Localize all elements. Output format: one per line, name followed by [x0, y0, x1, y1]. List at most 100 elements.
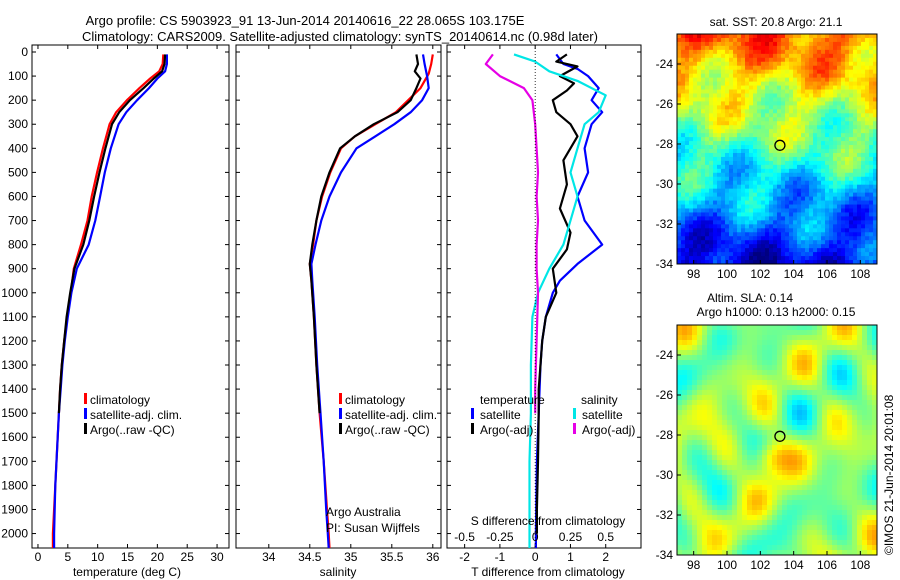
sla-cell [782, 530, 788, 536]
sla-cell [822, 450, 828, 456]
sla-cell [872, 390, 877, 396]
sst-cell [721, 45, 726, 51]
sla-cell [682, 465, 688, 471]
sla-cell [747, 480, 753, 486]
sst-cell [777, 49, 782, 55]
sst-cell [705, 196, 710, 201]
sla-cell [752, 425, 758, 431]
sla-cell [822, 355, 828, 361]
sst-cell [853, 184, 858, 190]
sla-cell [862, 455, 868, 461]
sst-cell [765, 152, 770, 158]
difference-series [484, 53, 607, 548]
sla-cell [722, 530, 728, 536]
sst-cell [853, 121, 858, 126]
sst-cell [769, 188, 774, 194]
legend-label-argo: Argo(..raw -QC) [345, 423, 430, 437]
sla-cell [762, 355, 768, 361]
sla-cell [872, 530, 877, 536]
sst-cell [825, 149, 830, 154]
sst-cell [853, 137, 858, 142]
sst-cell [777, 129, 782, 134]
sst-cell [685, 93, 690, 98]
sst-cell [749, 113, 754, 118]
sla-cell [732, 380, 738, 386]
sst-cell [761, 180, 766, 186]
sla-cell [702, 535, 708, 541]
sst-cell [681, 85, 686, 90]
sst-cell [825, 69, 830, 75]
sla-cell [802, 540, 808, 546]
sst-cell [741, 41, 746, 47]
sla-cell [712, 395, 718, 401]
sla-cell [682, 365, 688, 371]
sst-cell [777, 188, 782, 194]
sst-cell [829, 196, 834, 201]
sst-cell [745, 204, 750, 209]
sla-cell [847, 420, 853, 426]
sla-cell [762, 370, 768, 376]
sst-cell [829, 184, 834, 190]
sst-cell [833, 152, 838, 158]
sst-cell [789, 105, 794, 110]
sst-cell [857, 244, 862, 249]
sst-cell [749, 45, 754, 51]
legend-swatch-argo [84, 423, 87, 434]
sst-cell [685, 232, 690, 237]
sst-cell [785, 188, 790, 194]
sst-cell [857, 200, 862, 205]
sst-cell [833, 133, 838, 138]
sla-cell [797, 375, 803, 381]
sst-cell [821, 81, 826, 86]
sst-cell [713, 228, 718, 233]
sst-cell [865, 236, 870, 241]
sst-cell [849, 164, 854, 170]
sst-cell [777, 57, 782, 63]
sst-cell [809, 152, 814, 158]
sst-cell [861, 133, 866, 138]
sla-cell [802, 425, 808, 431]
sla-cell [797, 535, 803, 541]
sla-cell [762, 545, 768, 551]
sst-cell [853, 129, 858, 134]
sla-cell [822, 405, 828, 411]
sla-cell [872, 500, 877, 506]
sla-cell [687, 410, 693, 416]
sla-cell [807, 345, 813, 351]
sla-cell [737, 460, 743, 466]
sla-cell [792, 540, 798, 546]
sla-cell [782, 490, 788, 496]
sst-cell [869, 73, 874, 79]
sst-cell [761, 65, 766, 71]
sst-cell [781, 188, 786, 194]
sst-cell [853, 252, 858, 257]
sst-cell [765, 216, 770, 221]
sst-cell [813, 49, 818, 55]
sst-cell [681, 81, 686, 86]
sla-cell [772, 450, 778, 456]
legend-label-satellite: satellite-adj. clim. [90, 408, 182, 422]
sst-cell [781, 61, 786, 67]
sla-cell [812, 440, 818, 446]
sla-cell [867, 425, 873, 431]
sla-cell [807, 475, 813, 481]
sla-cell [867, 495, 873, 501]
sst-cell [809, 65, 814, 71]
sst-cell [765, 141, 770, 146]
sla-cell [852, 395, 858, 401]
sst-cell [813, 196, 818, 201]
sst-cell [845, 240, 850, 245]
sla-cell [717, 415, 723, 421]
sst-cell [721, 141, 726, 146]
sst-cell [801, 65, 806, 71]
sst-cell [817, 41, 822, 47]
sst-cell [709, 152, 714, 158]
sst-cell [817, 141, 822, 146]
sst-cell [805, 192, 810, 197]
sla-cell [862, 430, 868, 436]
sst-cell [685, 149, 690, 154]
sla-cell [727, 490, 733, 496]
sst-cell [689, 172, 694, 178]
sla-cell [762, 500, 768, 506]
sst-cell [713, 212, 718, 217]
